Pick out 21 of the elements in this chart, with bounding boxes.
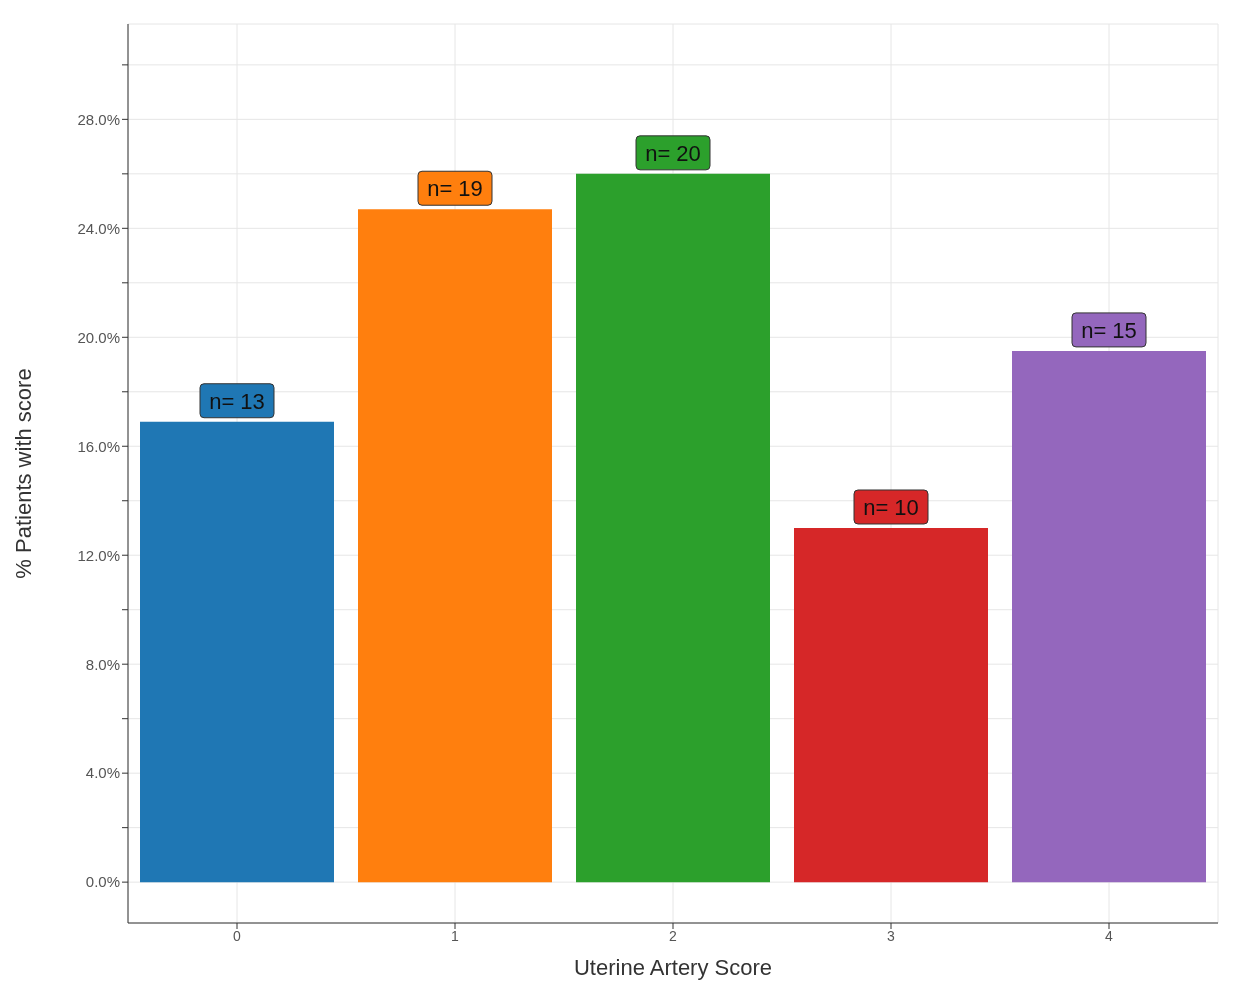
y-tick-label: 4.0% — [85, 764, 120, 782]
y-tick-label: 16.0% — [77, 437, 120, 455]
y-tick-label: 28.0% — [77, 110, 120, 128]
y-tick-label: 8.0% — [85, 655, 120, 673]
annotation: n= 20 — [645, 140, 701, 166]
y-tick-label: 20.0% — [77, 328, 120, 346]
y-axis-title: % Patients with score — [10, 368, 36, 579]
y-tick-label: 12.0% — [77, 546, 120, 564]
x-tick-label: 0 — [233, 927, 242, 944]
x-tick-label: 4 — [1105, 927, 1114, 944]
annotation: n= 13 — [209, 388, 265, 414]
annotation: n= 19 — [427, 176, 483, 202]
x-tick-label: 2 — [669, 927, 678, 944]
x-tick-label: 1 — [451, 927, 460, 944]
y-tick-label: 24.0% — [77, 219, 120, 237]
x-tick-label: 3 — [887, 927, 896, 944]
annotation: n= 10 — [863, 494, 919, 520]
x-axis-title: Uterine Artery Score — [573, 955, 773, 980]
annotation: n= 15 — [1081, 317, 1137, 343]
y-tick-label: 0.0% — [85, 873, 120, 891]
bar — [358, 209, 552, 883]
